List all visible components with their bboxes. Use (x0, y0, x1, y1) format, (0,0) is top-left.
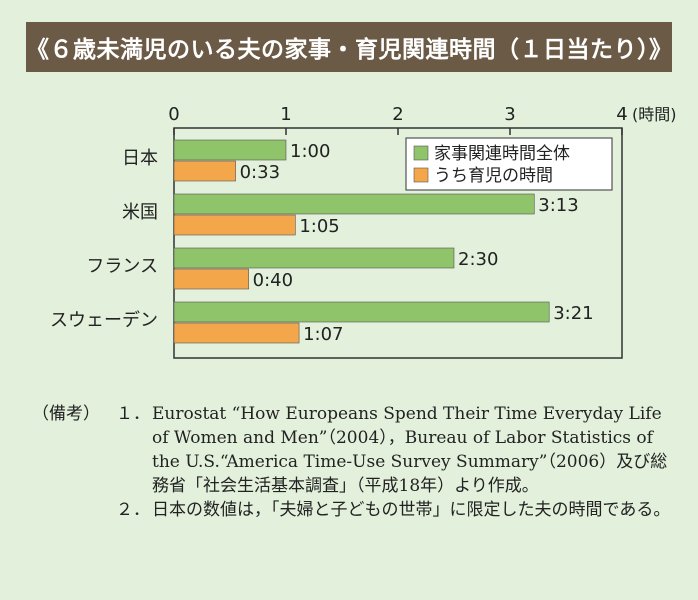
x-tick-label: 1 (280, 104, 291, 125)
x-tick-label: 2 (392, 104, 403, 125)
notes-header: （備考） (32, 404, 100, 424)
note-text: 日本の数値は，「夫婦と子どもの世帯」に限定した夫の時間である。 (152, 500, 671, 520)
notes: （備考） １． Eurostat “How Europeans Spend Th… (32, 402, 672, 522)
bar-value-label: 1:00 (290, 141, 330, 162)
bar (173, 247, 455, 269)
category-label: 米国 (122, 202, 158, 223)
note-number: ２． (116, 500, 150, 520)
bar (173, 160, 236, 182)
bar (173, 139, 287, 161)
category-label: 日本 (122, 148, 158, 169)
category-label: スウェーデン (50, 310, 158, 331)
x-tick-label: 4 (616, 104, 627, 125)
legend-label: 家事関連時間全体 (434, 144, 570, 164)
legend-box (405, 137, 613, 191)
chart-title: 《６歳未満児のいる夫の家事・育児関連時間（１日当たり）》 (26, 22, 672, 72)
bar (173, 214, 296, 236)
bar (173, 193, 535, 215)
legend-swatch (413, 145, 429, 161)
bar-value-label: 1:07 (303, 324, 343, 345)
note-row-2: ２． 日本の数値は，「夫婦と子どもの世帯」に限定した夫の時間である。 (32, 498, 672, 522)
legend-label: うち育児の時間 (434, 166, 553, 186)
bar-value-label: 3:21 (553, 303, 593, 324)
x-unit-label: (時間) (632, 105, 677, 124)
bar-value-label: 2:30 (458, 249, 498, 270)
bar-value-label: 0:40 (253, 270, 293, 291)
bar-value-label: 3:13 (538, 195, 578, 216)
x-tick-label: 3 (504, 104, 515, 125)
bar-value-label: 1:05 (299, 216, 339, 237)
x-tick-label: 0 (168, 104, 179, 125)
bar (173, 322, 300, 344)
note-number: １． (116, 404, 150, 424)
bar (173, 268, 249, 290)
legend-swatch (413, 167, 429, 183)
note-row-1: （備考） １． Eurostat “How Europeans Spend Th… (32, 402, 672, 498)
bar-chart: 0 1 2 3 4 (時間) 日本 1:00 0:33 米国 3:13 1:05 フランス 2:30 0:4… (50, 104, 677, 359)
note-text: Eurostat “How Europeans Spend Their Time… (152, 404, 668, 496)
bar-value-label: 0:33 (240, 162, 280, 183)
bar (173, 301, 550, 323)
category-label: フランス (86, 256, 158, 277)
